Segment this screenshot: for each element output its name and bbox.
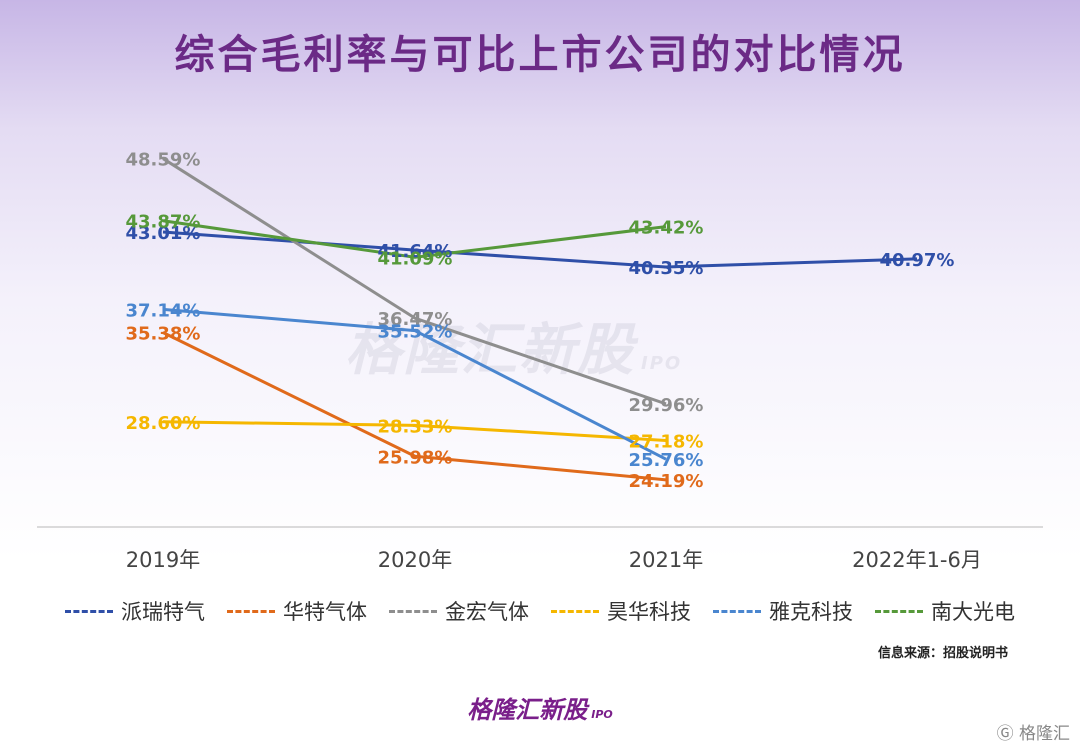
legend-label: 金宏气体 — [445, 600, 529, 624]
data-label: 27.18% — [629, 431, 704, 452]
series-line-6 — [162, 219, 667, 259]
legend-swatch — [875, 609, 923, 613]
legend-swatch — [227, 609, 275, 613]
legend-item: 派瑞特气 — [65, 596, 205, 626]
data-label: 40.35% — [629, 258, 704, 279]
legend-label: 华特气体 — [283, 600, 367, 624]
data-label: 24.19% — [629, 471, 704, 492]
data-label: 25.76% — [629, 450, 704, 471]
brand-logo: 格隆汇新股 IPO — [0, 690, 1080, 725]
watermark-suffix: IPO — [641, 353, 683, 374]
series-line-4 — [162, 420, 667, 442]
chart-title: 综合毛利率与可比上市公司的对比情况 — [174, 31, 906, 78]
legend-item: 南大光电 — [875, 596, 1015, 626]
legend-label: 南大光电 — [931, 600, 1015, 624]
data-label: 29.96% — [629, 395, 704, 416]
data-label: 41.09% — [378, 248, 453, 269]
data-label: 35.52% — [378, 322, 453, 343]
x-tick-label: 2022年1-6月 — [852, 548, 982, 572]
legend-label: 雅克科技 — [769, 600, 853, 624]
x-tick-label: 2021年 — [629, 548, 703, 572]
legend-label: 派瑞特气 — [121, 600, 205, 624]
chart-legend: 派瑞特气 华特气体 金宏气体 昊华科技 雅克科技 南大光电 — [0, 596, 1080, 626]
data-label: 25.98% — [378, 447, 453, 468]
legend-swatch — [389, 609, 437, 613]
legend-item: 金宏气体 — [389, 596, 529, 626]
x-tick-label: 2019年 — [126, 548, 200, 572]
brand-text: 格隆汇新股 — [467, 696, 588, 724]
data-label: 43.01% — [126, 223, 201, 244]
data-label: 48.59% — [126, 150, 201, 171]
data-label: 43.87% — [126, 212, 201, 233]
data-label: 28.33% — [378, 416, 453, 437]
legend-label: 昊华科技 — [607, 600, 691, 624]
data-label: 40.97% — [880, 250, 955, 271]
legend-item: 雅克科技 — [713, 596, 853, 626]
series-line-5 — [162, 307, 667, 461]
line-chart: 2019年 2020年 2021年 2022年1-6月 43.01% 41.64% 40.3… — [37, 150, 1043, 572]
source-note: 信息来源：招股说明书 — [877, 646, 1008, 661]
data-label: 43.42% — [629, 218, 704, 239]
legend-swatch — [713, 609, 761, 613]
data-label: 28.60% — [126, 413, 201, 434]
data-label: 37.14% — [126, 300, 201, 321]
data-label: 36.47% — [378, 309, 453, 330]
brand-suffix: IPO — [591, 708, 613, 721]
data-label: 41.64% — [378, 241, 453, 262]
corner-logo-text: 格隆汇 — [1019, 724, 1070, 744]
x-tick-label: 2020年 — [378, 548, 452, 572]
legend-swatch — [65, 609, 113, 613]
series-line-3 — [162, 157, 667, 406]
series-line-1 — [162, 230, 918, 269]
legend-item: 华特气体 — [227, 596, 367, 626]
series-line-2 — [162, 331, 667, 482]
data-label: 35.38% — [126, 323, 201, 344]
corner-logo: Ⓖ 格隆汇 — [996, 724, 1070, 744]
legend-item: 昊华科技 — [551, 596, 691, 626]
legend-swatch — [551, 609, 599, 613]
